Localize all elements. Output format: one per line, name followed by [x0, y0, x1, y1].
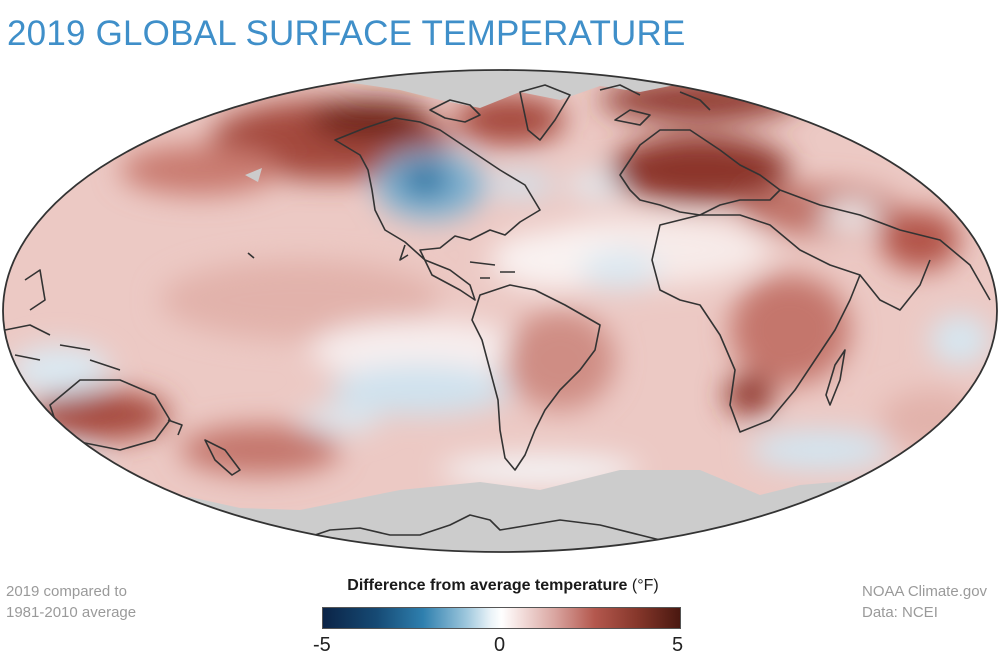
scale-min-label: -5: [313, 634, 331, 656]
globe-outline: [2, 69, 998, 553]
legend-unit: (°F): [631, 577, 659, 594]
source-credit: NOAA Climate.gov Data: NCEI: [862, 581, 987, 623]
legend-title: Difference from average temperature (°F): [322, 577, 684, 595]
comparison-note-line1: 2019 compared to: [6, 583, 127, 600]
world-temperature-map: [2, 69, 998, 553]
comparison-note: 2019 compared to 1981-2010 average: [6, 581, 136, 623]
source-credit-line1: NOAA Climate.gov: [862, 583, 988, 600]
anomaly-field: [3, 80, 990, 495]
page-title: 2019 GLOBAL SURFACE TEMPERATURE: [7, 14, 686, 53]
scale-mid-label: 0: [494, 634, 506, 656]
scale-max-label: 5: [672, 634, 684, 656]
comparison-note-line2: 1981-2010 average: [6, 604, 137, 621]
source-credit-line2: Data: NCEI: [862, 604, 938, 621]
coastlines: [4, 84, 991, 546]
color-scale-bar: [322, 607, 681, 629]
legend-title-text: Difference from average temperature: [347, 577, 628, 594]
